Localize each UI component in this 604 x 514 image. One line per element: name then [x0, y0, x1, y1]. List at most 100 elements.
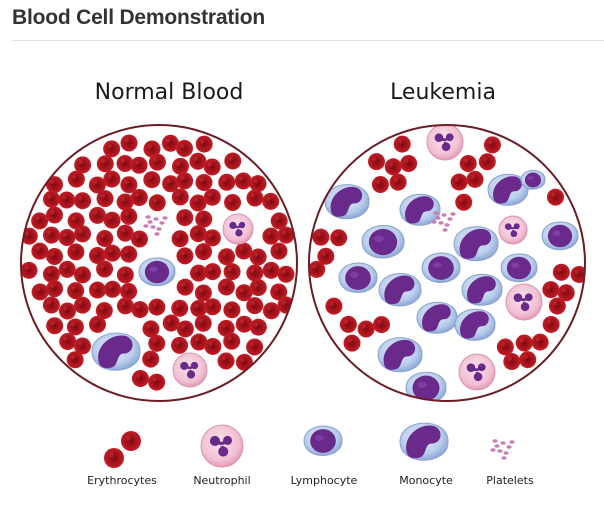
erythrocyte — [312, 228, 330, 246]
erythrocyte — [218, 248, 236, 266]
leukemia-blood-sample — [308, 124, 586, 402]
erythrocyte — [262, 192, 280, 210]
erythrocyte — [58, 191, 76, 209]
erythrocyte — [176, 247, 194, 265]
erythrocyte — [246, 297, 264, 315]
erythrocyte — [88, 246, 106, 264]
erythrocyte — [234, 172, 252, 190]
legend-monocyte-label: Monocyte — [399, 474, 453, 487]
erythrocyte — [552, 263, 570, 281]
neutrophil — [222, 213, 254, 245]
erythrocyte — [190, 300, 208, 318]
erythrocyte — [176, 172, 194, 190]
erythrocyte — [171, 299, 189, 317]
erythrocyte — [121, 431, 141, 451]
erythrocyte — [235, 284, 253, 302]
erythrocyte — [547, 188, 565, 206]
erythrocyte — [542, 315, 560, 333]
erythrocyte — [515, 334, 533, 352]
erythrocyte — [496, 338, 514, 356]
erythrocyte — [120, 245, 138, 263]
erythrocyte — [204, 263, 222, 281]
erythrocyte — [262, 302, 280, 320]
erythrocyte — [235, 353, 253, 371]
erythrocyte — [74, 225, 92, 243]
erythrocyte — [130, 230, 148, 248]
erythrocyte — [176, 320, 194, 338]
page-title: Blood Cell Demonstration — [12, 6, 266, 29]
erythrocyte — [339, 315, 357, 333]
erythrocyte — [203, 158, 221, 176]
erythrocyte — [58, 229, 76, 247]
erythrocyte — [450, 173, 468, 191]
title-divider — [12, 40, 604, 41]
erythrocyte — [330, 229, 348, 247]
erythrocyte — [548, 297, 566, 315]
erythrocyte — [103, 211, 121, 229]
erythrocyte — [46, 248, 64, 266]
monocyte — [91, 332, 141, 371]
neutrophil — [458, 353, 496, 391]
neutrophil — [200, 424, 244, 468]
erythrocyte — [171, 157, 189, 175]
erythrocyte — [67, 243, 85, 261]
neutrophil — [426, 125, 464, 161]
erythrocyte — [455, 193, 473, 211]
erythrocyte — [116, 193, 134, 211]
erythrocyte — [557, 284, 575, 302]
erythrocyte — [74, 192, 92, 210]
erythrocyte — [223, 301, 241, 319]
erythrocyte — [42, 226, 60, 244]
erythrocyte — [96, 190, 114, 208]
erythrocyte — [31, 212, 49, 230]
erythrocyte — [270, 212, 288, 230]
erythrocyte — [223, 332, 241, 350]
erythrocyte — [531, 333, 549, 351]
erythrocyte — [262, 261, 280, 279]
erythrocyte — [262, 227, 280, 245]
erythrocyte — [130, 156, 148, 174]
neutrophil — [498, 215, 528, 245]
erythrocyte — [270, 242, 288, 260]
legend-lymphocyte — [303, 425, 343, 456]
erythrocyte — [74, 156, 92, 174]
erythrocyte — [96, 155, 114, 173]
erythrocyte — [148, 334, 166, 352]
erythrocyte — [249, 279, 267, 297]
erythrocyte — [74, 337, 92, 355]
erythrocyte — [204, 298, 222, 316]
erythrocyte — [104, 448, 124, 468]
legend-monocyte — [399, 422, 449, 461]
erythrocyte — [246, 189, 264, 207]
erythrocyte — [277, 265, 295, 283]
erythrocyte — [235, 242, 253, 260]
lymphocyte — [520, 170, 546, 190]
erythrocyte — [42, 296, 60, 314]
erythrocyte — [224, 152, 242, 170]
erythrocyte — [224, 193, 242, 211]
erythrocyte — [217, 278, 235, 296]
erythrocyte — [66, 351, 84, 369]
erythrocyte — [96, 260, 114, 278]
erythrocyte — [171, 230, 189, 248]
leukemia-title: Leukemia — [390, 80, 496, 105]
erythrocyte — [195, 210, 213, 228]
erythrocyte — [459, 154, 477, 172]
monocyte — [416, 301, 458, 334]
erythrocyte — [357, 320, 375, 338]
erythrocyte — [175, 139, 193, 157]
erythrocyte — [66, 318, 84, 336]
lymphocyte — [138, 257, 176, 287]
erythrocyte — [249, 318, 267, 336]
erythrocyte — [235, 315, 253, 333]
neutrophil — [172, 352, 208, 388]
monocyte — [453, 226, 499, 262]
erythrocyte — [483, 136, 501, 154]
erythrocyte — [190, 333, 208, 351]
erythrocyte — [400, 155, 418, 173]
monocyte — [378, 272, 422, 307]
erythrocyte — [217, 352, 235, 370]
erythrocyte — [389, 173, 407, 191]
erythrocyte — [325, 297, 343, 315]
